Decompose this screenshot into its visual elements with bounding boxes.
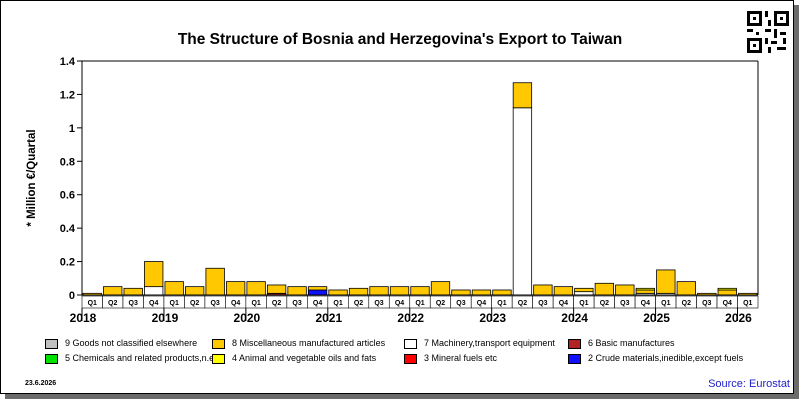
y-tick-label: 0 bbox=[69, 290, 75, 302]
x-tick-label: Q3 bbox=[292, 300, 301, 307]
bar-segment bbox=[430, 281, 451, 296]
bar-segment bbox=[635, 289, 655, 294]
date-stamp: 23.6.2026 bbox=[25, 380, 57, 387]
x-tick-label: Q3 bbox=[129, 300, 138, 307]
x-tick-label: Q1 bbox=[88, 300, 97, 307]
source-note: Source: Eurostat bbox=[708, 378, 790, 390]
x-tick-label: Q4 bbox=[641, 300, 650, 307]
bar-segment bbox=[533, 284, 553, 296]
bar-segment bbox=[717, 289, 737, 296]
x-tick-label: Q4 bbox=[477, 300, 486, 307]
year-label: 2026 bbox=[725, 311, 752, 325]
x-tick-label: Q4 bbox=[149, 300, 158, 307]
quarter-cell bbox=[737, 295, 759, 309]
x-tick-label: Q4 bbox=[559, 300, 568, 307]
bar-segment bbox=[553, 286, 574, 296]
x-tick-label: Q4 bbox=[231, 300, 240, 307]
x-tick-label: Q1 bbox=[579, 300, 588, 307]
year-label: 2023 bbox=[479, 311, 506, 325]
bar-segment bbox=[307, 286, 328, 291]
x-tick-label: Q2 bbox=[272, 300, 281, 307]
bar-segment bbox=[164, 281, 184, 296]
year-label: 2025 bbox=[643, 311, 670, 325]
x-tick-label: Q2 bbox=[354, 300, 363, 307]
bar-segment bbox=[205, 267, 225, 296]
x-tick-label: Q4 bbox=[313, 300, 322, 307]
x-tick-label: Q1 bbox=[497, 300, 506, 307]
bar-segment bbox=[656, 269, 676, 294]
y-tick-label: 0.6 bbox=[60, 190, 75, 202]
x-tick-label: Q3 bbox=[702, 300, 711, 307]
bar-segment bbox=[328, 289, 348, 296]
y-tick-label: 0.2 bbox=[60, 257, 75, 269]
bar-segment bbox=[369, 286, 389, 296]
bar-segment bbox=[471, 289, 492, 296]
year-label: 2024 bbox=[561, 311, 588, 325]
x-tick-label: Q2 bbox=[190, 300, 199, 307]
bar-segment bbox=[594, 282, 615, 296]
year-label: 2022 bbox=[397, 311, 424, 325]
bar-segment bbox=[307, 289, 328, 296]
x-tick-label: Q1 bbox=[333, 300, 342, 307]
x-tick-label: Q2 bbox=[600, 300, 609, 307]
x-tick-label: Q3 bbox=[210, 300, 219, 307]
x-tick-label: Q3 bbox=[456, 300, 465, 307]
bar-segment bbox=[144, 261, 164, 288]
x-tick-label: Q4 bbox=[723, 300, 732, 307]
y-tick-label: 1.4 bbox=[60, 56, 76, 68]
bar-segment bbox=[144, 286, 164, 296]
year-label: 2021 bbox=[315, 311, 342, 325]
bar-segment bbox=[389, 286, 410, 296]
year-label: 2019 bbox=[152, 311, 179, 325]
qr-code-icon bbox=[747, 11, 789, 53]
bar-segment bbox=[512, 82, 533, 109]
x-tick-label: Q1 bbox=[251, 300, 260, 307]
x-tick-label: Q2 bbox=[108, 300, 117, 307]
x-tick-label: Q3 bbox=[374, 300, 383, 307]
bar-segment bbox=[225, 281, 246, 296]
bar-segment bbox=[676, 281, 696, 296]
x-tick-label: Q1 bbox=[743, 300, 752, 307]
bar-segment bbox=[717, 287, 737, 291]
bar-segment bbox=[287, 286, 307, 296]
x-tick-label: Q1 bbox=[170, 300, 179, 307]
bar-segment bbox=[492, 289, 512, 296]
chart-title: The Structure of Bosnia and Herzegovina'… bbox=[177, 31, 623, 48]
x-tick-label: Q2 bbox=[682, 300, 691, 307]
x-tick-label: Q3 bbox=[538, 300, 547, 307]
x-tick-label: Q2 bbox=[518, 300, 527, 307]
bar-segment bbox=[103, 286, 123, 296]
bar-segment bbox=[574, 291, 594, 296]
x-tick-label: Q4 bbox=[395, 300, 404, 307]
x-tick-label: Q2 bbox=[436, 300, 445, 307]
bar-segment bbox=[451, 289, 471, 296]
x-tick-label: Q1 bbox=[415, 300, 424, 307]
y-tick-label: 0.4 bbox=[60, 223, 76, 235]
bar-segment bbox=[348, 287, 369, 296]
bar-segment bbox=[635, 287, 655, 291]
bar-segment bbox=[410, 286, 430, 296]
x-tick-label: Q1 bbox=[661, 300, 670, 307]
bar-segment bbox=[615, 284, 635, 296]
bar-segment bbox=[266, 284, 287, 294]
x-tick-label: Q3 bbox=[620, 300, 629, 307]
plot-area bbox=[82, 61, 758, 295]
bar-segment bbox=[574, 287, 594, 293]
y-tick-label: 1.2 bbox=[60, 89, 75, 101]
year-label: 2018 bbox=[70, 311, 97, 325]
bar-segment bbox=[123, 287, 143, 296]
year-label: 2020 bbox=[234, 311, 261, 325]
bar-segment bbox=[246, 281, 266, 296]
bar-segment bbox=[512, 107, 533, 296]
bar-segment bbox=[185, 286, 205, 296]
y-tick-label: 1 bbox=[69, 123, 75, 135]
y-tick-label: 0.8 bbox=[60, 156, 75, 168]
